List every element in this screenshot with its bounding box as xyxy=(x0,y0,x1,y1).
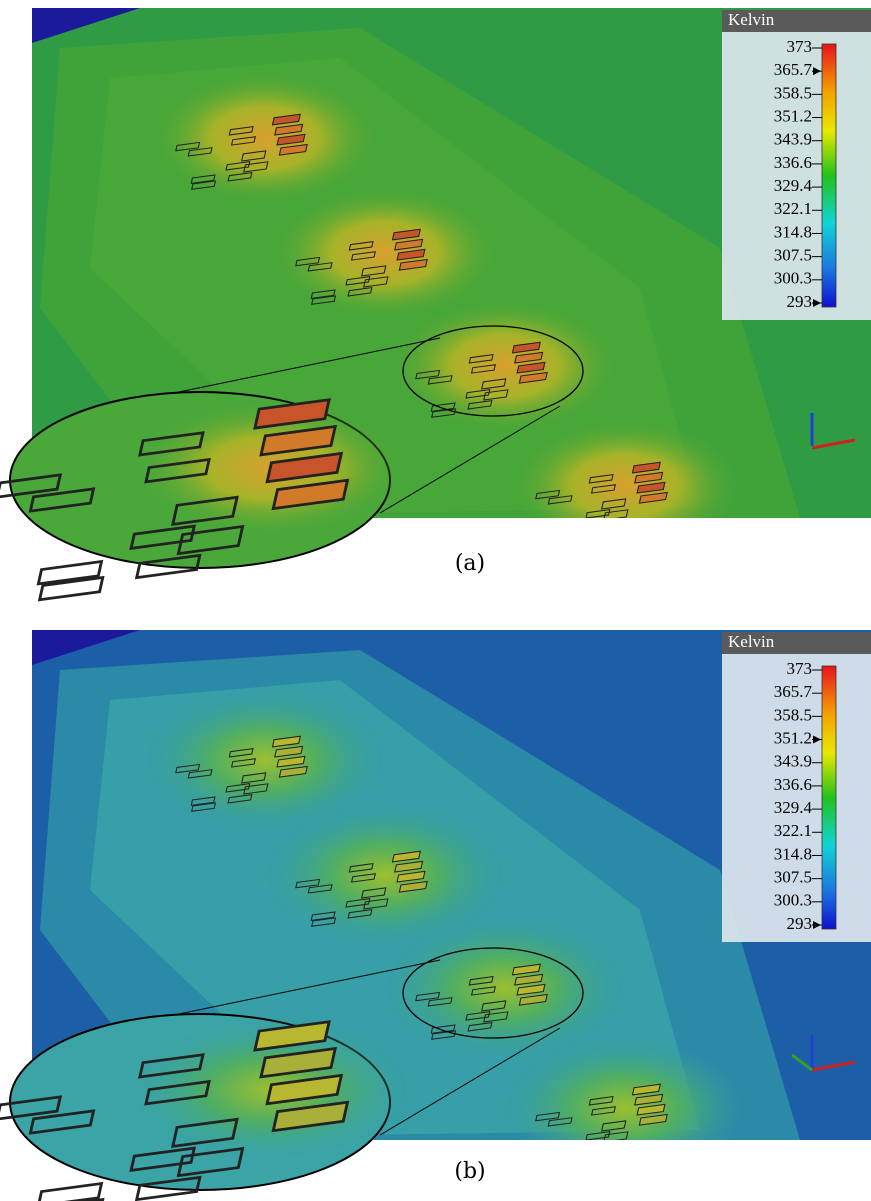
legend-tick-label: 293 xyxy=(787,292,813,311)
zoom-inset xyxy=(0,392,410,609)
pad-outline xyxy=(551,1145,575,1153)
legend-tick-label: 322.1 xyxy=(774,199,812,218)
colorbar xyxy=(822,666,836,929)
panel-caption: (a) xyxy=(455,551,485,576)
legend-title: Kelvin xyxy=(728,632,775,651)
legend-tick-label: 300.3 xyxy=(774,269,812,288)
legend-tick-label: 336.6 xyxy=(774,153,812,172)
legend-tick-label: 351.2 xyxy=(774,106,812,125)
pad-outline xyxy=(38,1184,101,1201)
legend: Kelvin 373 365.7 358.5 351.2 343.9 336.6 329.4 3… xyxy=(722,632,871,942)
legend-tick-label: 300.3 xyxy=(774,891,812,910)
panel-caption: (b) xyxy=(454,1159,485,1184)
legend-tick-label: 373 xyxy=(787,659,813,678)
legend-title: Kelvin xyxy=(728,10,775,29)
pad-outline xyxy=(40,578,103,600)
legend-tick-label: 365.7 xyxy=(774,60,813,79)
pad-outline xyxy=(552,1151,576,1159)
zoom-inset xyxy=(0,1014,410,1201)
panel: Kelvin 373 365.7 358.5 351.2 343.9 336.6 329.4 3… xyxy=(0,630,871,1201)
legend-tick-label: 358.5 xyxy=(774,705,812,724)
pad-outline xyxy=(38,562,101,584)
legend-tick-label: 293 xyxy=(787,914,813,933)
legend-tick-label: 314.8 xyxy=(774,844,812,863)
pad-outline xyxy=(588,1143,612,1151)
legend-tick-label: 343.9 xyxy=(774,752,812,771)
pad-outline xyxy=(588,521,612,529)
pad-outline xyxy=(551,523,575,531)
legend-tick-label: 322.1 xyxy=(774,821,812,840)
legend-tick-label: 307.5 xyxy=(774,246,812,265)
legend-tick-label: 336.6 xyxy=(774,775,812,794)
legend-tick-label: 314.8 xyxy=(774,222,812,241)
hot-spot xyxy=(505,416,745,556)
legend-tick-label: 343.9 xyxy=(774,130,812,149)
legend-tick-label: 365.7 xyxy=(774,682,813,701)
legend-tick-label: 358.5 xyxy=(774,83,812,102)
colorbar xyxy=(822,44,836,307)
legend-tick-label: 351.2 xyxy=(774,728,812,747)
figure: Kelvin 373 365.7 358.5 351.2 343.9 336.6 329.4 3… xyxy=(0,0,871,1201)
pad-outline xyxy=(552,529,576,537)
legend-tick-label: 307.5 xyxy=(774,868,812,887)
legend-tick-label: 329.4 xyxy=(774,798,813,817)
panel: Kelvin 373 365.7 358.5 351.2 343.9 336.6 329.4 3… xyxy=(0,8,871,609)
legend: Kelvin 373 365.7 358.5 351.2 343.9 336.6 329.4 3… xyxy=(722,10,871,320)
legend-tick-label: 329.4 xyxy=(774,176,813,195)
legend-tick-label: 373 xyxy=(787,37,813,56)
hot-spot xyxy=(505,1038,745,1178)
